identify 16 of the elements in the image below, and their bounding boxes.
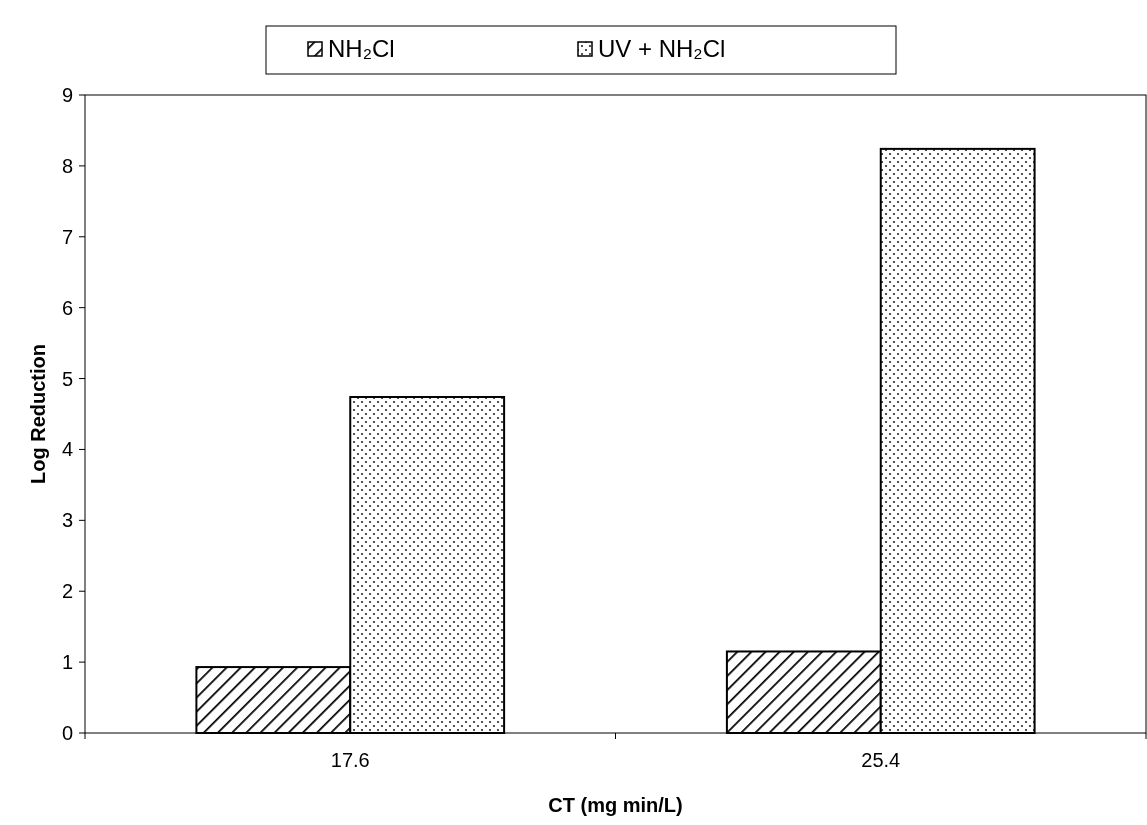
y-axis-title: Log Reduction: [27, 344, 49, 484]
y-tick-label: 3: [61, 509, 73, 532]
y-tick-label: 5: [61, 367, 73, 390]
y-tick-label: 0: [61, 722, 73, 744]
legend-label: NH₂Cl: [328, 35, 395, 62]
x-tick-label: 25.4: [861, 749, 901, 771]
x-axis-title: CT (mg min/L): [548, 794, 683, 816]
legend-label: UV + NH₂Cl: [598, 35, 726, 62]
y-tick-label: 4: [61, 438, 73, 461]
y-tick-label: 2: [61, 580, 73, 603]
y-tick-label: 8: [61, 154, 73, 177]
y-tick-label: 9: [61, 84, 73, 106]
x-tick-label: 17.6: [330, 749, 370, 771]
y-tick-label: 6: [61, 296, 73, 319]
y-tick-label: 7: [61, 225, 73, 248]
y-tick-label: 1: [61, 651, 73, 674]
